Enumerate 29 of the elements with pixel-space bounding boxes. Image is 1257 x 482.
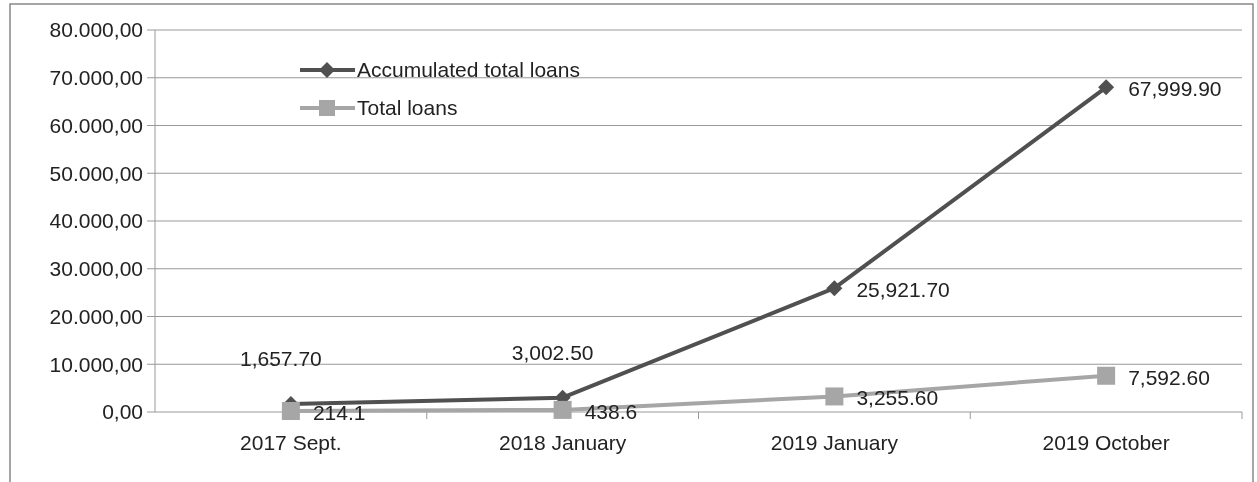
data-label: 7,592.60 <box>1128 365 1210 389</box>
y-tick-label: 50.000,00 <box>49 161 143 185</box>
y-tick-label: 80.000,00 <box>49 18 143 42</box>
point <box>826 280 843 297</box>
data-label: 1,657.70 <box>240 347 322 371</box>
y-tick-label: 40.000,00 <box>49 209 143 233</box>
legend-label: Accumulated total loans <box>357 58 580 82</box>
x-tick-label: 2019 January <box>770 431 899 454</box>
y-tick-label: 10.000,00 <box>49 352 143 376</box>
x-tick-label: 2019 October <box>1042 431 1170 454</box>
y-tick-label: 60.000,00 <box>49 113 143 137</box>
data-label: 214.1 <box>312 400 366 424</box>
y-tick-label: 30.000,00 <box>49 257 143 281</box>
y-tick-label: 70.000,00 <box>49 66 143 90</box>
x-tick-label: 2017 Sept. <box>240 431 342 454</box>
data-label: 67,999.90 <box>1128 77 1222 101</box>
data-label: 3,255.60 <box>856 386 939 410</box>
point <box>825 387 844 406</box>
x-tick-label: 2018 January <box>498 431 627 454</box>
point <box>553 400 572 419</box>
point <box>1098 79 1115 96</box>
y-tick-label: 0,00 <box>102 400 143 424</box>
point <box>1097 366 1116 385</box>
data-label: 438.6 <box>584 399 638 423</box>
data-label: 25,921.70 <box>856 278 950 302</box>
point <box>281 401 300 420</box>
data-label: 3,002.50 <box>511 340 594 364</box>
y-tick-label: 20.000,00 <box>49 304 143 328</box>
legend-label: Total loans <box>357 96 458 120</box>
